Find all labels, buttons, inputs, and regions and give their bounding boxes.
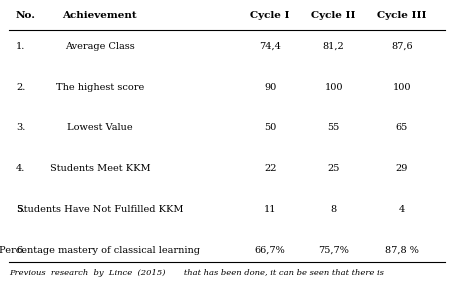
Text: Cycle I: Cycle I xyxy=(250,11,290,20)
Text: 3.: 3. xyxy=(16,123,25,132)
Text: Lowest Value: Lowest Value xyxy=(67,123,133,132)
Text: Percentage mastery of classical learning: Percentage mastery of classical learning xyxy=(0,246,200,255)
Text: 87,8 %: 87,8 % xyxy=(385,246,419,255)
Text: The highest score: The highest score xyxy=(56,83,144,92)
Text: 11: 11 xyxy=(264,205,276,214)
Text: 2.: 2. xyxy=(16,83,25,92)
Text: 25: 25 xyxy=(327,164,340,173)
Text: 66,7%: 66,7% xyxy=(255,246,286,255)
Text: 1.: 1. xyxy=(16,42,25,51)
Text: 4: 4 xyxy=(399,205,405,214)
Text: Average Class: Average Class xyxy=(65,42,135,51)
Text: 6.: 6. xyxy=(16,246,25,255)
Text: 65: 65 xyxy=(396,123,408,132)
Text: 4.: 4. xyxy=(16,164,25,173)
Text: Students Meet KKM: Students Meet KKM xyxy=(49,164,150,173)
Text: 5.: 5. xyxy=(16,205,25,214)
Text: 29: 29 xyxy=(395,164,408,173)
Text: 90: 90 xyxy=(264,83,276,92)
Text: 55: 55 xyxy=(328,123,340,132)
Text: Achievement: Achievement xyxy=(63,11,137,20)
Text: 22: 22 xyxy=(264,164,276,173)
Text: 50: 50 xyxy=(264,123,276,132)
Text: 81,2: 81,2 xyxy=(323,42,345,51)
Text: Cycle II: Cycle II xyxy=(311,11,356,20)
Text: 74,4: 74,4 xyxy=(259,42,281,51)
Text: 8: 8 xyxy=(331,205,337,214)
Text: No.: No. xyxy=(16,11,36,20)
Text: Students Have Not Fulfilled KKM: Students Have Not Fulfilled KKM xyxy=(17,205,183,214)
Text: 100: 100 xyxy=(325,83,343,92)
Text: 100: 100 xyxy=(393,83,411,92)
Text: Cycle III: Cycle III xyxy=(377,11,427,20)
Text: 75,7%: 75,7% xyxy=(318,246,349,255)
Text: 87,6: 87,6 xyxy=(391,42,413,51)
Text: Previous  research  by  Lince  (2015)       that has been done, it can be seen t: Previous research by Lince (2015) that h… xyxy=(9,269,384,277)
